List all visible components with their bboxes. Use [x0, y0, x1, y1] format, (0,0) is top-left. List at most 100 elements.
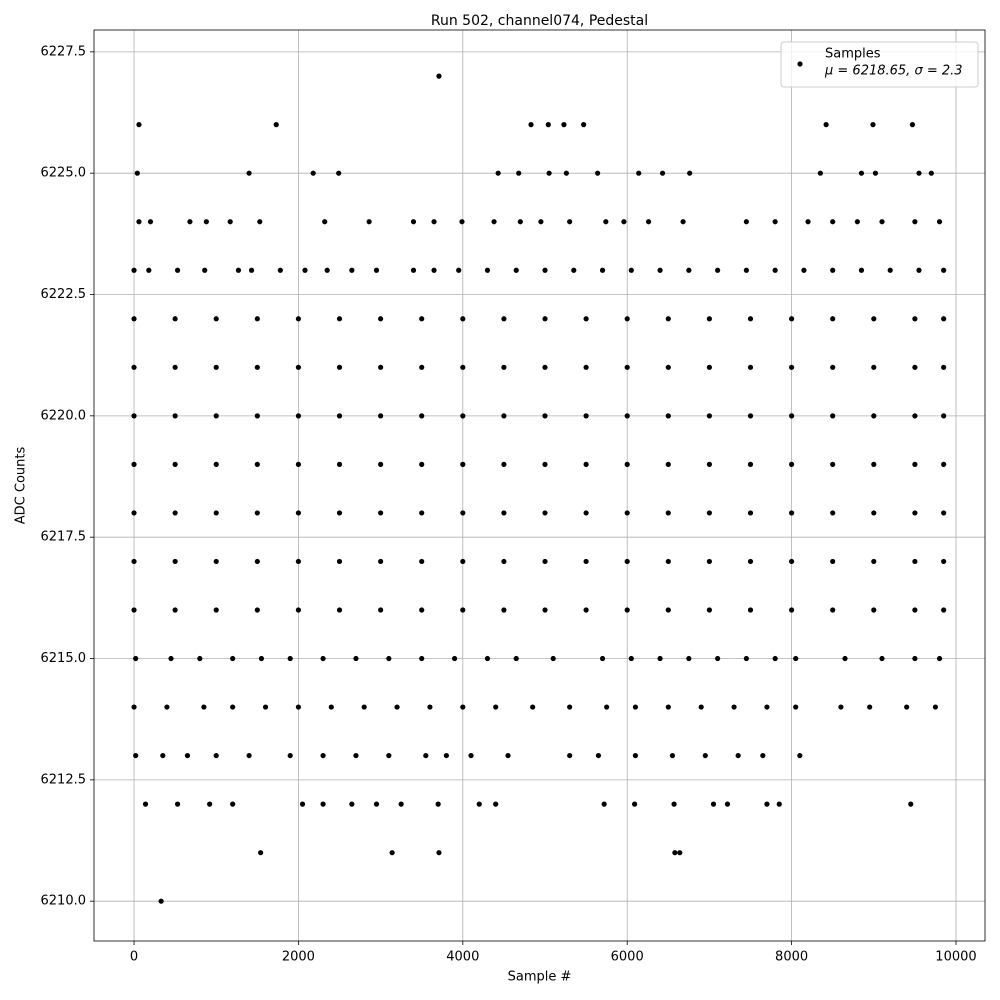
data-point — [665, 461, 671, 467]
data-point — [542, 558, 548, 565]
data-point — [665, 413, 671, 419]
data-point — [583, 607, 589, 613]
legend-box — [780, 41, 979, 88]
data-point — [830, 219, 836, 225]
data-point — [772, 655, 778, 662]
data-point — [451, 655, 458, 662]
data-point — [213, 461, 219, 467]
data-point — [201, 704, 207, 710]
data-point — [172, 461, 178, 467]
chart-title: Run 502, channel074, Pedestal — [431, 13, 648, 29]
data-point — [731, 704, 737, 710]
data-point — [172, 364, 178, 370]
data-point — [624, 413, 630, 419]
data-point — [295, 461, 302, 467]
data-point — [134, 170, 140, 176]
data-point — [941, 267, 947, 273]
data-point — [131, 607, 137, 613]
data-point — [715, 655, 721, 662]
data-point — [706, 316, 712, 322]
data-point — [671, 801, 677, 807]
x-axis-label: Sample # — [508, 970, 572, 985]
data-point — [686, 267, 692, 273]
data-point — [624, 510, 630, 516]
data-point — [912, 364, 918, 370]
data-point — [427, 704, 433, 710]
data-point — [230, 801, 236, 807]
data-point — [567, 704, 573, 710]
data-point — [295, 704, 302, 710]
data-point — [702, 752, 708, 759]
data-point — [460, 316, 466, 322]
data-point — [378, 364, 384, 370]
data-point — [743, 219, 749, 225]
data-point — [842, 655, 848, 662]
data-point — [203, 219, 209, 225]
data-point — [419, 558, 425, 565]
data-point — [706, 558, 712, 565]
data-point — [136, 219, 142, 225]
data-point — [187, 219, 193, 225]
data-point — [378, 510, 384, 516]
data-point — [131, 316, 137, 322]
data-point — [870, 122, 876, 128]
data-point — [871, 364, 877, 370]
data-point — [941, 413, 947, 419]
data-point — [912, 461, 918, 467]
data-point — [599, 267, 606, 273]
data-point — [760, 752, 766, 759]
data-point — [706, 461, 712, 467]
data-point — [505, 752, 511, 759]
data-point — [213, 316, 219, 322]
data-point — [628, 655, 634, 662]
data-point — [131, 461, 137, 467]
data-point — [491, 219, 497, 225]
data-point — [636, 170, 642, 176]
y-tick-label: 6212.5 — [41, 772, 87, 787]
data-point — [830, 364, 836, 370]
y-tick-label: 6217.5 — [41, 530, 87, 545]
data-point — [460, 558, 466, 565]
data-point — [805, 219, 811, 225]
data-point — [131, 267, 137, 273]
data-point — [715, 267, 721, 273]
data-point — [410, 219, 417, 225]
x-tick-label: 0 — [130, 950, 138, 965]
data-point — [583, 364, 589, 370]
data-point — [801, 267, 807, 273]
data-point — [912, 558, 918, 565]
data-point — [657, 655, 663, 662]
data-point — [516, 170, 522, 176]
data-point — [386, 752, 392, 759]
data-point — [581, 122, 587, 128]
axes-frame — [93, 29, 986, 942]
data-point — [599, 655, 606, 662]
data-point — [561, 122, 567, 128]
data-point — [788, 510, 795, 516]
data-point — [858, 170, 865, 176]
data-point — [830, 461, 836, 467]
data-point — [501, 558, 507, 565]
data-point — [912, 607, 918, 613]
legend-label: Samples — [825, 47, 881, 62]
data-point — [366, 219, 372, 225]
y-tick-label: 6210.0 — [41, 894, 87, 909]
plot-area — [131, 73, 947, 904]
data-point — [517, 219, 523, 225]
data-point — [174, 267, 181, 273]
data-point — [361, 704, 367, 710]
data-point — [788, 558, 795, 565]
data-point — [349, 267, 355, 273]
data-point — [871, 558, 877, 565]
data-point — [624, 607, 630, 613]
data-point — [248, 267, 255, 273]
data-point — [908, 801, 914, 807]
data-point — [230, 655, 236, 662]
data-point — [665, 704, 671, 710]
data-point — [320, 655, 326, 662]
data-point — [419, 413, 425, 419]
legend-note: μ = 6218.65, σ = 2.3 — [824, 64, 963, 79]
data-point — [764, 704, 770, 710]
data-point — [257, 219, 263, 225]
data-point — [436, 73, 442, 79]
